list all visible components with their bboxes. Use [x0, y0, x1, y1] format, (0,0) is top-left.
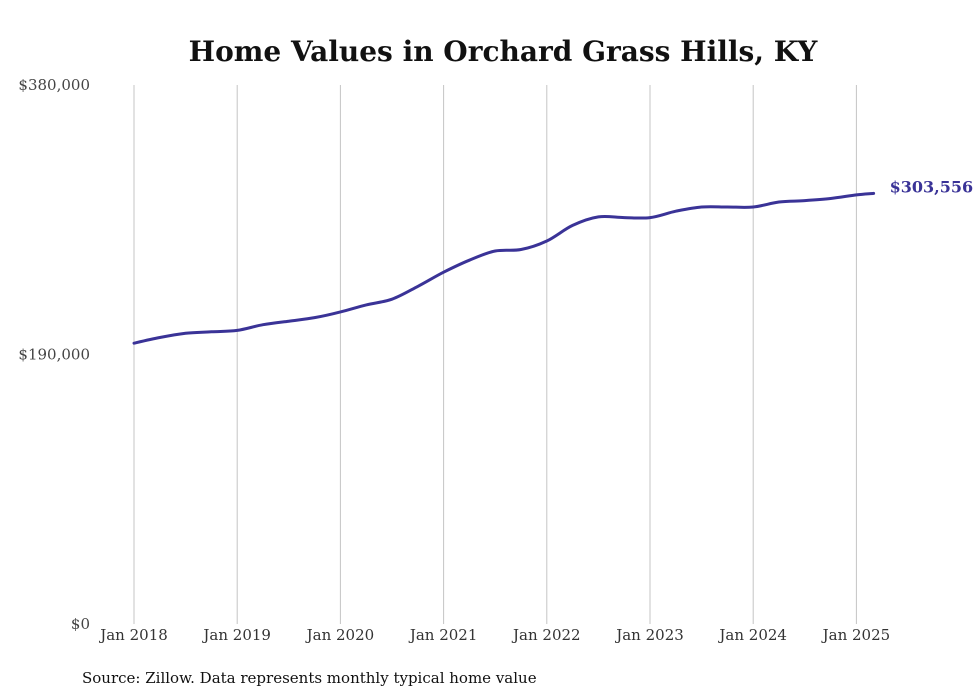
- x-tick-label: Jan 2020: [305, 626, 375, 644]
- x-axis-ticks: Jan 2018 Jan 2019 Jan 2020 Jan 2021 Jan 2022…: [98, 626, 890, 644]
- source-note: Source: Zillow. Data represents monthly …: [82, 669, 537, 687]
- series-line: [132, 191, 876, 345]
- x-tick-label: Jan 2024: [717, 626, 787, 644]
- y-axis-ticks: $0 $190,000 $380,000: [18, 76, 90, 633]
- x-tick-label: Jan 2025: [821, 626, 891, 644]
- chart-title: Home Values in Orchard Grass Hills, KY: [189, 35, 819, 68]
- grid: [133, 85, 857, 624]
- y-tick-label: $0: [71, 615, 90, 633]
- x-tick-label: Jan 2021: [408, 626, 478, 644]
- x-tick-label: Jan 2019: [201, 626, 271, 644]
- x-tick-label: Jan 2023: [614, 626, 684, 644]
- x-tick-label: Jan 2022: [511, 626, 581, 644]
- y-tick-label: $380,000: [18, 76, 90, 94]
- x-tick-label: Jan 2018: [98, 626, 168, 644]
- y-tick-label: $190,000: [18, 346, 90, 364]
- end-value-label: $303,556: [890, 177, 974, 196]
